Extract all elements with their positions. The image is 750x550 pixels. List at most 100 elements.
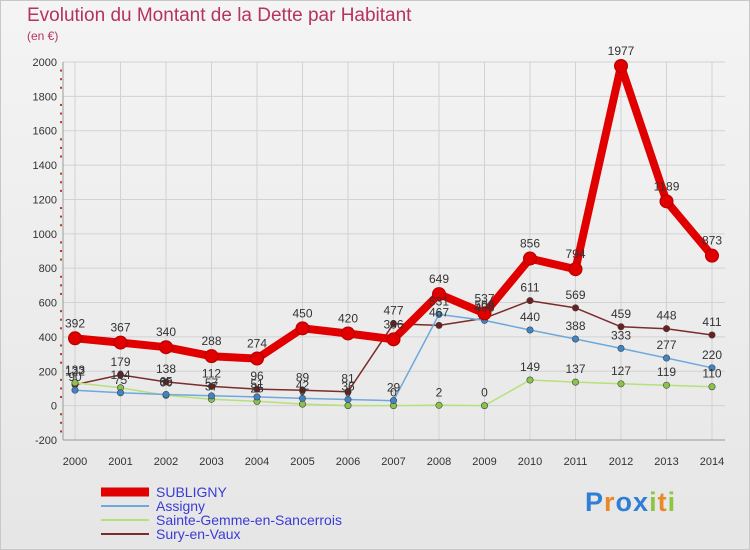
data-label-3: 81 bbox=[341, 372, 355, 386]
data-label-3: 411 bbox=[702, 315, 721, 329]
y-minor-tick bbox=[60, 361, 62, 364]
data-point-0 bbox=[68, 331, 82, 346]
y-tick-label: 1000 bbox=[33, 229, 57, 241]
data-label-2: 137 bbox=[565, 362, 585, 376]
x-tick-label: 2010 bbox=[518, 456, 542, 468]
y-minor-tick bbox=[60, 327, 62, 330]
data-point-2 bbox=[480, 402, 488, 410]
data-point-3 bbox=[662, 325, 670, 333]
data-point-3 bbox=[526, 297, 534, 305]
y-minor-tick bbox=[60, 112, 62, 115]
data-point-0 bbox=[477, 306, 492, 321]
data-point-1 bbox=[617, 344, 625, 352]
y-minor-tick bbox=[60, 396, 62, 399]
y-minor-tick bbox=[60, 69, 62, 72]
data-point-2 bbox=[526, 376, 534, 384]
y-minor-tick bbox=[60, 430, 62, 433]
legend-item: Sury-en-Vaux bbox=[101, 527, 342, 541]
data-label-3: 89 bbox=[296, 370, 310, 384]
data-point-1 bbox=[162, 390, 170, 398]
data-point-0 bbox=[432, 287, 446, 302]
data-point-1 bbox=[71, 386, 79, 394]
data-point-3 bbox=[708, 331, 716, 339]
y-minor-tick bbox=[60, 146, 62, 149]
legend-swatch bbox=[101, 487, 149, 497]
brand-letter: i bbox=[649, 487, 658, 517]
y-tick-label: 1600 bbox=[33, 126, 57, 138]
data-point-2 bbox=[435, 401, 443, 409]
data-label-2: 9 bbox=[299, 384, 306, 398]
y-minor-tick bbox=[60, 275, 62, 278]
data-label-2: 0 bbox=[481, 386, 488, 400]
x-tick-label: 2002 bbox=[154, 456, 178, 468]
data-label-2: 60 bbox=[159, 375, 173, 389]
y-minor-tick bbox=[60, 318, 62, 321]
data-label-2: 25 bbox=[250, 381, 264, 395]
data-point-2 bbox=[344, 402, 352, 410]
legend-item: Sainte-Gemme-en-Sancerrois bbox=[101, 513, 342, 527]
y-minor-tick bbox=[60, 224, 62, 227]
data-label-1: 42 bbox=[296, 378, 310, 392]
data-point-1 bbox=[662, 354, 670, 362]
brand-letter: o bbox=[615, 487, 634, 517]
data-point-2 bbox=[617, 380, 625, 388]
y-minor-tick bbox=[60, 250, 62, 252]
chart-legend: SUBLIGNY Assigny Sainte-Gemme-en-Sancerroi… bbox=[101, 485, 342, 541]
data-point-1 bbox=[208, 392, 216, 400]
brand-letter: i bbox=[667, 487, 677, 517]
data-label-1: 36 bbox=[341, 379, 355, 393]
data-label-1: 440 bbox=[520, 310, 540, 324]
data-label-1: 29 bbox=[387, 381, 401, 395]
data-label-3: 509 bbox=[474, 298, 494, 312]
x-tick-label: 2003 bbox=[199, 456, 223, 468]
data-point-0 bbox=[568, 262, 583, 277]
y-minor-tick bbox=[60, 413, 62, 416]
data-label-2: 133 bbox=[65, 363, 85, 377]
brand-letter: x bbox=[633, 487, 650, 517]
data-label-0: 450 bbox=[292, 306, 312, 320]
data-label-0: 288 bbox=[201, 334, 221, 348]
data-label-3: 448 bbox=[656, 309, 676, 323]
data-point-3 bbox=[435, 321, 443, 329]
data-point-2 bbox=[662, 381, 670, 389]
y-tick-label: -200 bbox=[35, 435, 57, 447]
y-minor-tick bbox=[60, 155, 62, 158]
data-label-1: 57 bbox=[205, 376, 219, 390]
data-point-1 bbox=[253, 393, 261, 401]
x-tick-label: 2013 bbox=[654, 456, 678, 468]
data-label-0: 794 bbox=[565, 247, 585, 261]
y-minor-tick bbox=[60, 284, 62, 287]
data-point-1 bbox=[344, 395, 352, 403]
data-point-0 bbox=[659, 194, 674, 209]
data-label-0: 856 bbox=[520, 237, 540, 251]
data-point-0 bbox=[295, 321, 310, 336]
data-label-3: 96 bbox=[250, 369, 264, 383]
data-point-3 bbox=[298, 386, 306, 394]
data-label-3: 477 bbox=[383, 304, 403, 318]
data-label-0: 274 bbox=[247, 337, 267, 351]
data-label-2: 104 bbox=[110, 368, 130, 382]
data-point-3 bbox=[117, 371, 125, 379]
x-tick-label: 2012 bbox=[609, 456, 633, 468]
y-minor-tick bbox=[60, 258, 62, 261]
x-tick-label: 2001 bbox=[108, 456, 132, 468]
data-label-0: 420 bbox=[338, 311, 358, 325]
x-tick-label: 2004 bbox=[245, 456, 269, 468]
data-label-0: 1189 bbox=[654, 179, 680, 193]
data-label-1: 220 bbox=[702, 348, 722, 362]
data-point-1 bbox=[435, 310, 443, 318]
data-point-0 bbox=[113, 335, 128, 350]
data-label-1: 496 bbox=[474, 300, 494, 314]
data-point-1 bbox=[571, 335, 579, 343]
y-minor-tick bbox=[60, 378, 62, 381]
y-tick-label: 1800 bbox=[33, 91, 57, 103]
data-point-2 bbox=[571, 378, 579, 386]
data-label-2: 127 bbox=[611, 364, 631, 378]
y-minor-tick bbox=[60, 353, 62, 356]
data-point-0 bbox=[386, 332, 401, 347]
data-point-3 bbox=[617, 323, 625, 331]
brand-letter: r bbox=[604, 487, 616, 517]
data-label-1: 531 bbox=[429, 294, 449, 308]
data-label-3: 611 bbox=[520, 281, 539, 295]
